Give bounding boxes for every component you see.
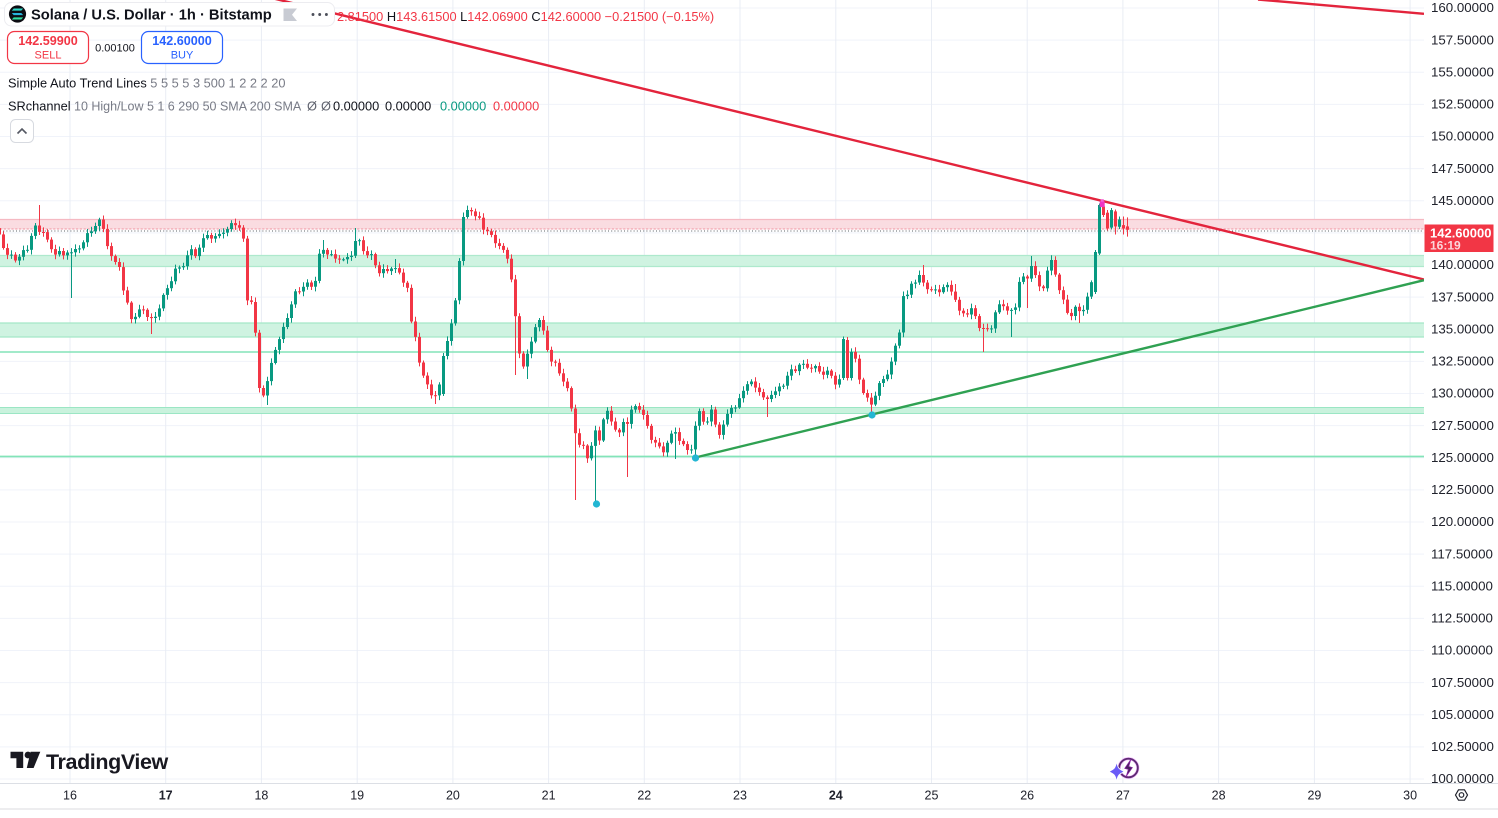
svg-text:0.00100: 0.00100 bbox=[95, 43, 135, 55]
svg-text:27: 27 bbox=[1116, 789, 1130, 803]
svg-text:22: 22 bbox=[637, 789, 651, 803]
svg-text:147.50000: 147.50000 bbox=[1431, 161, 1494, 176]
svg-text:Ø: Ø bbox=[307, 99, 317, 114]
svg-text:150.00000: 150.00000 bbox=[1431, 129, 1494, 144]
svg-text:107.50000: 107.50000 bbox=[1431, 675, 1494, 690]
svg-text:0.00000: 0.00000 bbox=[493, 99, 539, 114]
svg-text:137.50000: 137.50000 bbox=[1431, 289, 1494, 304]
svg-text:21: 21 bbox=[542, 789, 556, 803]
svg-text:127.50000: 127.50000 bbox=[1431, 418, 1494, 433]
svg-text:160.00000: 160.00000 bbox=[1431, 0, 1494, 15]
svg-text:122.50000: 122.50000 bbox=[1431, 482, 1494, 497]
svg-text:TradingView: TradingView bbox=[46, 750, 169, 774]
svg-text:Ø: Ø bbox=[321, 99, 331, 114]
svg-text:Simple Auto Trend Lines 5 5 5: Simple Auto Trend Lines 5 5 5 5 3 500 1 … bbox=[8, 76, 285, 91]
svg-text:105.00000: 105.00000 bbox=[1431, 707, 1494, 722]
svg-text:142.60000: 142.60000 bbox=[152, 34, 212, 48]
svg-text:24: 24 bbox=[829, 789, 843, 803]
svg-text:SRchannel: SRchannel bbox=[8, 99, 71, 114]
svg-text:20: 20 bbox=[446, 789, 460, 803]
svg-text:19: 19 bbox=[350, 789, 364, 803]
svg-text:26: 26 bbox=[1020, 789, 1034, 803]
svg-text:SELL: SELL bbox=[35, 50, 62, 62]
svg-text:23: 23 bbox=[733, 789, 747, 803]
svg-text:10 High/Low 5 1 6 290 50 SMA 2: 10 High/Low 5 1 6 290 50 SMA 200 SMA bbox=[74, 100, 302, 114]
svg-text:112.50000: 112.50000 bbox=[1431, 611, 1493, 626]
svg-text:140.00000: 140.00000 bbox=[1431, 257, 1494, 272]
svg-text:16:19: 16:19 bbox=[1430, 239, 1461, 253]
svg-text:102.50000: 102.50000 bbox=[1431, 739, 1494, 754]
svg-text:0.00000: 0.00000 bbox=[440, 99, 486, 114]
svg-text:152.50000: 152.50000 bbox=[1431, 97, 1494, 112]
svg-text:16: 16 bbox=[63, 789, 77, 803]
svg-text:145.00000: 145.00000 bbox=[1431, 193, 1494, 208]
svg-text:0.00000: 0.00000 bbox=[385, 99, 431, 114]
svg-text:157.50000: 157.50000 bbox=[1431, 32, 1494, 47]
svg-text:115.00000: 115.00000 bbox=[1431, 579, 1493, 594]
svg-text:120.00000: 120.00000 bbox=[1431, 514, 1494, 529]
svg-text:30: 30 bbox=[1403, 789, 1417, 803]
svg-text:155.00000: 155.00000 bbox=[1431, 65, 1494, 80]
svg-text:100.00000: 100.00000 bbox=[1431, 771, 1494, 786]
svg-text:110.00000: 110.00000 bbox=[1431, 643, 1493, 658]
svg-text:25: 25 bbox=[925, 789, 939, 803]
svg-text:Solana / U.S. Dollar · 1h · Bi: Solana / U.S. Dollar · 1h · Bitstamp bbox=[31, 7, 272, 23]
svg-text:125.00000: 125.00000 bbox=[1431, 450, 1494, 465]
svg-text:132.50000: 132.50000 bbox=[1431, 354, 1494, 369]
svg-text:117.50000: 117.50000 bbox=[1431, 546, 1493, 561]
svg-text:2.81500 H143.61500 L142.06900: 2.81500 H143.61500 L142.06900 C142.60000… bbox=[337, 9, 714, 24]
svg-text:28: 28 bbox=[1212, 789, 1226, 803]
svg-text:BUY: BUY bbox=[171, 50, 194, 62]
svg-text:142.60000: 142.60000 bbox=[1430, 226, 1491, 241]
svg-text:29: 29 bbox=[1307, 789, 1321, 803]
svg-text:17: 17 bbox=[159, 789, 173, 803]
svg-text:130.00000: 130.00000 bbox=[1431, 386, 1494, 401]
svg-text:18: 18 bbox=[254, 789, 268, 803]
svg-text:142.59900: 142.59900 bbox=[18, 34, 78, 48]
svg-text:0.00000: 0.00000 bbox=[333, 99, 379, 114]
svg-text:135.00000: 135.00000 bbox=[1431, 321, 1494, 336]
